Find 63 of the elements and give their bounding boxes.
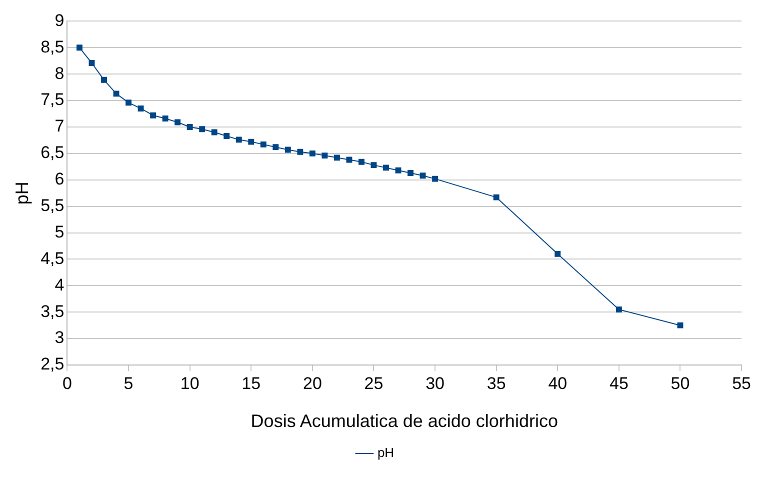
y-tick-label: 3,5 (40, 302, 64, 321)
x-tick-label: 5 (124, 374, 134, 393)
y-tick-label: 3 (54, 328, 64, 348)
point (554, 250, 561, 257)
point (174, 119, 181, 126)
y-tick-label: 7 (54, 116, 64, 136)
point (322, 152, 328, 159)
point (677, 322, 684, 328)
point (236, 136, 242, 143)
point (420, 172, 426, 179)
x-tick-label: 50 (670, 374, 690, 393)
point (224, 133, 230, 139)
x-tick-label: 35 (486, 374, 506, 393)
point (346, 156, 352, 163)
x-tick-label: 40 (548, 374, 568, 393)
point (370, 162, 377, 168)
y-tick-label: 5 (54, 222, 64, 242)
y-axis-title: pH (12, 182, 32, 205)
point (432, 176, 438, 182)
point (284, 146, 291, 153)
point (138, 106, 144, 112)
x-tick-label: 20 (302, 374, 322, 393)
point (186, 124, 193, 130)
point (211, 129, 218, 136)
legend-label: pH (377, 445, 394, 460)
x-tick-label: 55 (732, 374, 752, 393)
y-tick-label: 8,5 (40, 37, 64, 56)
y-tick-label: 7,5 (40, 90, 64, 110)
x-tick-label: 15 (242, 374, 261, 393)
point (309, 150, 316, 156)
point (297, 148, 304, 155)
point (150, 112, 156, 118)
point (493, 194, 500, 200)
point (383, 164, 389, 171)
y-tick-label: 6 (54, 170, 64, 189)
x-tick-label: 10 (180, 374, 200, 393)
x-tick-label: 45 (609, 374, 628, 393)
point (272, 144, 279, 150)
point (126, 100, 132, 106)
y-tick-label: 8 (54, 64, 64, 83)
point (616, 306, 622, 312)
point (101, 76, 107, 83)
y-tick-label: 9 (54, 10, 64, 30)
point (88, 60, 95, 66)
x-axis-title: Dosis Acumulatica de acido clorhidrico (250, 411, 558, 432)
y-tick-label: 4,5 (40, 248, 64, 268)
point (334, 154, 340, 161)
point (76, 44, 82, 51)
y-tick-label: 5,5 (40, 196, 64, 216)
x-tick-label: 30 (426, 374, 444, 393)
y-tick-label: 4 (54, 275, 64, 294)
point (199, 126, 206, 132)
y-tick-label: 6,5 (40, 143, 64, 162)
point (395, 167, 402, 174)
x-tick-label: 0 (62, 374, 72, 393)
point (358, 158, 364, 165)
point (260, 141, 266, 148)
x-tick-label: 25 (364, 374, 384, 393)
point (113, 90, 120, 97)
point (408, 170, 414, 176)
point (248, 138, 254, 145)
point (162, 116, 168, 122)
y-tick-label: 2,5 (40, 354, 64, 374)
